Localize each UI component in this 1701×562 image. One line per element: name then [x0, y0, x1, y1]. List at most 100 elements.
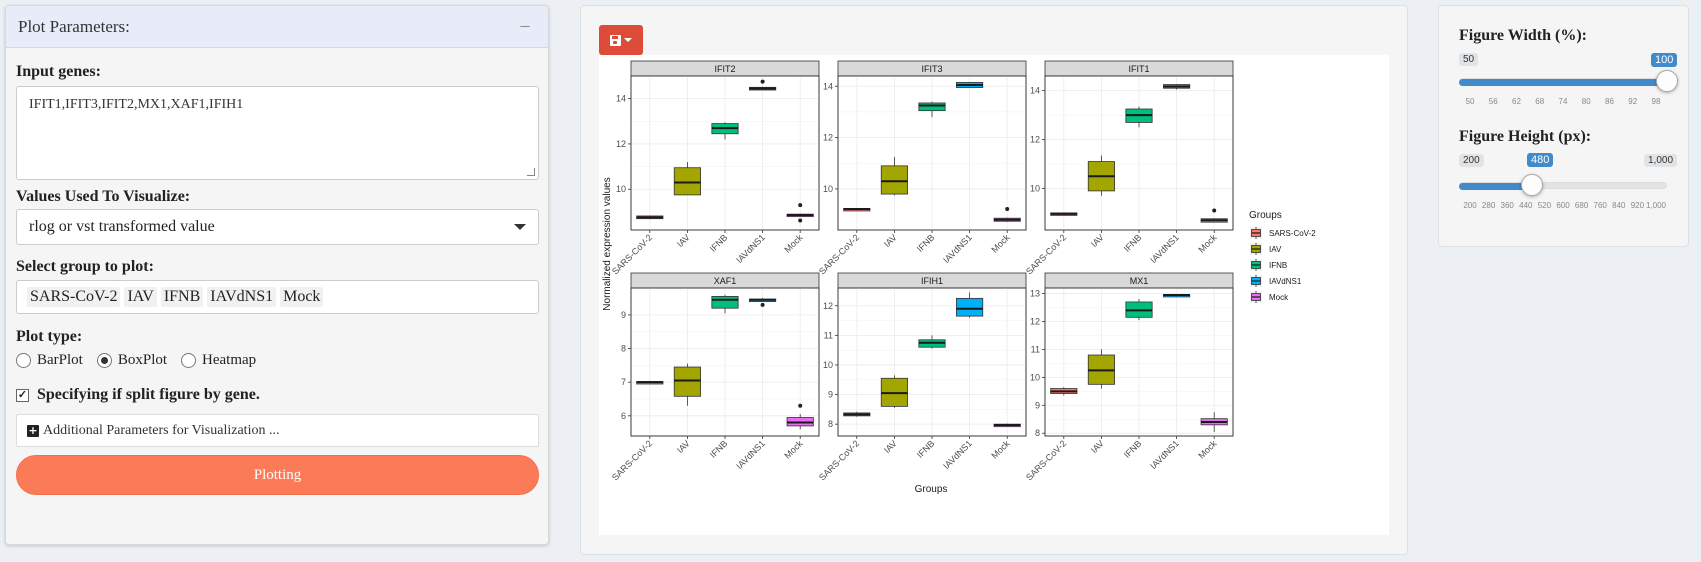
- x-tick-label: IFNB: [915, 232, 937, 254]
- outlier-point: [760, 79, 765, 84]
- facet-title: MX1: [1130, 276, 1149, 286]
- box-IAVdNS1: [956, 297, 984, 317]
- facet-title: XAF1: [714, 276, 737, 286]
- facet-title: IFIT1: [1128, 64, 1149, 74]
- x-tick-label: IAVdNS1: [734, 438, 767, 471]
- y-tick-label: 11: [1031, 344, 1040, 354]
- y-tick-label: 8: [828, 419, 833, 429]
- x-axis-title: Groups: [915, 484, 948, 495]
- group-label: Select group to plot:: [16, 258, 154, 275]
- width-slider-handle[interactable]: [1656, 70, 1678, 92]
- plot-output-panel: IFIT2 10 12 14 SARS-CoV-2 IAV IFNB IAVdNS1 Mock I…: [580, 5, 1408, 555]
- group-tag[interactable]: Mock: [280, 287, 324, 307]
- height-max-badge: 1,000: [1644, 154, 1678, 167]
- minus-icon[interactable]: −: [519, 15, 531, 38]
- x-tick-label: IAV: [1089, 438, 1106, 455]
- checkbox-checked-icon[interactable]: ✓: [16, 388, 29, 402]
- x-tick-label: SARS-CoV-2: [817, 232, 861, 276]
- slider-tick-label: 50: [1465, 97, 1475, 106]
- split-checkbox-row[interactable]: ✓ Specifying if split figure by gene.: [16, 386, 260, 404]
- radio-boxplot[interactable]: BoxPlot: [96, 352, 168, 369]
- y-tick-label: 10: [616, 184, 626, 194]
- x-tick-label: IFNB: [1122, 232, 1144, 254]
- y-tick-label: 14: [823, 81, 833, 91]
- save-dropdown-button[interactable]: [599, 25, 643, 55]
- outlier-point: [798, 403, 803, 408]
- resize-grip-icon[interactable]: [527, 168, 535, 176]
- y-tick-label: 10: [1030, 183, 1040, 193]
- slider-tick-label: 56: [1488, 97, 1498, 106]
- input-genes-textarea[interactable]: IFIT1,IFIT3,IFIT2,MX1,XAF1,IFIH1: [16, 86, 539, 180]
- outlier-point: [798, 203, 803, 208]
- group-tag[interactable]: SARS-CoV-2: [27, 287, 121, 307]
- slider-tick-label: 360: [1500, 201, 1514, 210]
- facet-title: IFIH1: [921, 276, 943, 286]
- x-tick-label: IAV: [675, 438, 692, 455]
- values-select[interactable]: rlog or vst transformed value: [16, 209, 539, 245]
- x-tick-label: Mock: [782, 232, 805, 255]
- width-slider-fill: [1459, 79, 1667, 86]
- slider-tick-label: 520: [1537, 201, 1552, 210]
- x-tick-label: IAV: [675, 232, 692, 249]
- x-tick-label: IAVdNS1: [941, 438, 974, 471]
- y-tick-label: 8: [621, 344, 626, 354]
- radio-label: BoxPlot: [117, 352, 168, 368]
- width-value-badge: 100: [1651, 53, 1678, 67]
- slider-tick-label: 440: [1519, 201, 1533, 210]
- radio-circle-icon[interactable]: [181, 353, 197, 368]
- x-tick-label: IAV: [1089, 232, 1106, 249]
- x-tick-label: IFNB: [708, 232, 730, 254]
- group-multiselect[interactable]: SARS-CoV-2 IAV IFNB IAVdNS1 Mock: [16, 280, 539, 314]
- x-tick-label: IFNB: [915, 438, 937, 460]
- x-tick-label: Mock: [1196, 438, 1219, 461]
- group-tag[interactable]: IFNB: [160, 287, 204, 307]
- plotting-button[interactable]: Plotting: [16, 455, 539, 495]
- height-slider-fill: [1459, 183, 1532, 190]
- y-tick-label: 13: [1030, 289, 1040, 299]
- slider-tick-label: 92: [1628, 97, 1638, 106]
- x-tick-label: IAV: [882, 232, 899, 249]
- x-tick-label: SARS-CoV-2: [1024, 232, 1068, 276]
- x-tick-label: IAV: [882, 438, 899, 455]
- y-tick-label: 10: [1030, 372, 1040, 382]
- x-tick-label: SARS-CoV-2: [1024, 438, 1068, 482]
- slider-tick-label: 68: [1535, 97, 1545, 106]
- y-tick-label: 12: [1030, 135, 1040, 145]
- x-tick-label: IFNB: [708, 438, 730, 460]
- facet-title: IFIT3: [921, 64, 942, 74]
- y-tick-label: 12: [823, 133, 833, 143]
- outlier-point: [1005, 206, 1010, 211]
- box-IFNB: [711, 296, 739, 309]
- x-tick-label: IAVdNS1: [1148, 438, 1181, 471]
- additional-params-label: Additional Parameters for Visualization …: [43, 422, 280, 438]
- x-tick-label: IAVdNS1: [941, 232, 974, 265]
- box-IAV: [673, 366, 701, 397]
- slider-tick-label: 680: [1574, 201, 1589, 210]
- radio-label: BarPlot: [37, 352, 83, 368]
- radio-circle-selected-icon[interactable]: [96, 353, 112, 368]
- slider-tick-label: 1,000: [1645, 201, 1667, 210]
- group-tag[interactable]: IAVdNS1: [207, 287, 277, 307]
- slider-tick-label: 920: [1630, 201, 1645, 210]
- radio-barplot[interactable]: BarPlot: [16, 352, 83, 369]
- x-tick-label: IAVdNS1: [1148, 232, 1181, 265]
- group-tag[interactable]: IAV: [124, 287, 157, 307]
- legend-label: Mock: [1269, 293, 1289, 302]
- legend-label: IFNB: [1269, 261, 1287, 270]
- x-tick-label: SARS-CoV-2: [610, 438, 654, 482]
- slider-tick-label: 280: [1481, 201, 1496, 210]
- box-IAV: [880, 165, 908, 195]
- x-tick-label: IFNB: [1122, 438, 1144, 460]
- height-slider-handle[interactable]: [1520, 174, 1543, 196]
- radio-heatmap[interactable]: Heatmap: [181, 352, 256, 369]
- radio-circle-icon[interactable]: [16, 353, 31, 368]
- y-tick-label: 12: [823, 301, 833, 311]
- values-label: Values Used To Visualize:: [16, 188, 191, 205]
- input-genes-value: IFIT1,IFIT3,IFIT2,MX1,XAF1,IFIH1: [29, 97, 244, 112]
- height-min-badge: 200: [1459, 154, 1484, 167]
- legend-label: IAVdNS1: [1269, 277, 1302, 286]
- y-tick-label: 10: [823, 184, 833, 194]
- y-tick-label: 12: [1030, 317, 1040, 327]
- additional-params-toggle[interactable]: + Additional Parameters for Visualizatio…: [16, 414, 539, 447]
- input-genes-label: Input genes:: [16, 63, 101, 80]
